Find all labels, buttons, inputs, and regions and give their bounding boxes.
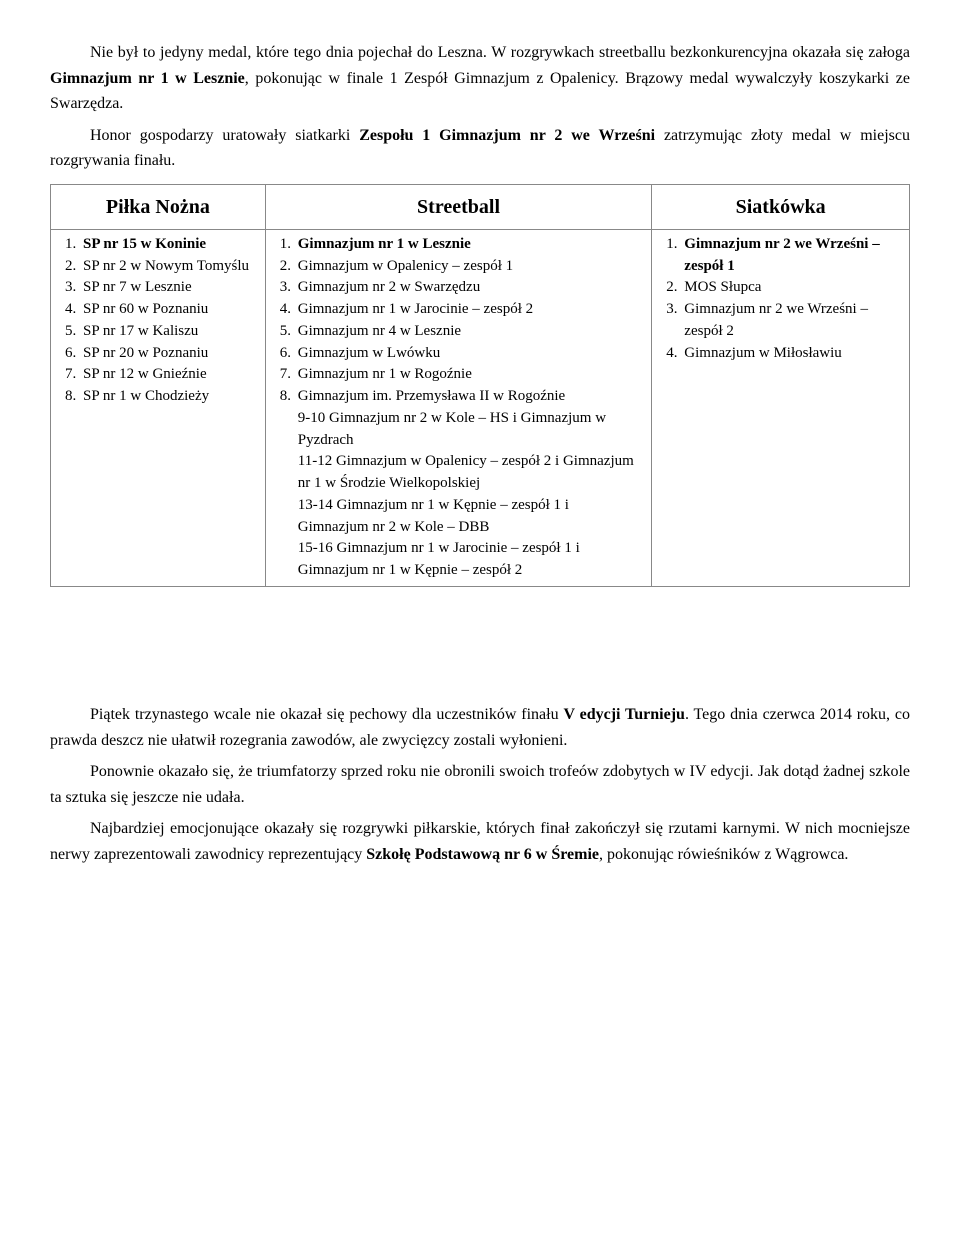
list-item-label: Gimnazjum nr 1 w Lesznie	[298, 236, 471, 252]
results-table: Piłka Nożna Streetball Siatkówka SP nr 1…	[50, 184, 910, 587]
list-item: Gimnazjum w Lwówku	[295, 343, 644, 365]
paragraph-top-2: Honor gospodarzy uratowały siatkarki Zes…	[50, 123, 910, 174]
list-item: SP nr 15 w Koninie	[80, 234, 257, 256]
text-after: , pokonując rówieśników z Wągrowca.	[599, 846, 848, 863]
list-item: SP nr 12 w Gnieźnie	[80, 364, 257, 386]
table-cell-siatkowka: Gimnazjum nr 2 we Wrześni – zespół 1 MOS…	[652, 229, 910, 586]
text-before: Ponownie okazało się, że triumfatorzy sp…	[50, 763, 910, 806]
list-item: SP nr 2 w Nowym Tomyślu	[80, 256, 257, 278]
table-header-row: Piłka Nożna Streetball Siatkówka	[51, 184, 910, 229]
text-bold: Zespołu 1 Gimnazjum nr 2 we Wrześni	[359, 127, 655, 144]
list-item: SP nr 20 w Poznaniu	[80, 343, 257, 365]
streetball-extra: 9-10 Gimnazjum nr 2 w Kole – HS i Gimnaz…	[274, 408, 644, 582]
text-before: Honor gospodarzy uratowały siatkarki	[90, 127, 359, 144]
spacer	[50, 632, 910, 702]
list-item-label: Gimnazjum nr 2 we Wrześni – zespół 1	[684, 236, 879, 274]
text-before: Nie był to jedyny medal, które tego dnia…	[90, 44, 910, 61]
text-bold: Gimnazjum nr 1 w Lesznie	[50, 70, 245, 87]
list-item: SP nr 1 w Chodzieży	[80, 386, 257, 408]
table-cell-pilka: SP nr 15 w Koninie SP nr 2 w Nowym Tomyś…	[51, 229, 266, 586]
list-item: Gimnazjum nr 2 we Wrześni – zespół 1	[681, 234, 901, 278]
list-item: Gimnazjum im. Przemysława II w Rogoźnie	[295, 386, 644, 408]
list-item: Gimnazjum nr 4 w Lesznie	[295, 321, 644, 343]
list-siatkowka: Gimnazjum nr 2 we Wrześni – zespół 1 MOS…	[660, 234, 901, 365]
paragraph-bottom-3: Najbardziej emocjonujące okazały się roz…	[50, 816, 910, 867]
list-item-label: SP nr 15 w Koninie	[83, 236, 206, 252]
paragraph-bottom-2: Ponownie okazało się, że triumfatorzy sp…	[50, 759, 910, 810]
table-header: Siatkówka	[652, 184, 910, 229]
text-before: Piątek trzynastego wcale nie okazał się …	[90, 706, 563, 723]
extra-line: 9-10 Gimnazjum nr 2 w Kole – HS i Gimnaz…	[298, 408, 644, 452]
extra-line: 11-12 Gimnazjum w Opalenicy – zespół 2 i…	[298, 451, 644, 495]
paragraph-top-1: Nie był to jedyny medal, które tego dnia…	[50, 40, 910, 117]
list-streetball: Gimnazjum nr 1 w Lesznie Gimnazjum w Opa…	[274, 234, 644, 408]
table-header: Piłka Nożna	[51, 184, 266, 229]
paragraph-bottom-1: Piątek trzynastego wcale nie okazał się …	[50, 702, 910, 753]
list-item: Gimnazjum nr 1 w Jarocinie – zespół 2	[295, 299, 644, 321]
extra-line: 13-14 Gimnazjum nr 1 w Kępnie – zespół 1…	[298, 495, 644, 539]
list-item: Gimnazjum nr 2 we Wrześni – zespół 2	[681, 299, 901, 343]
list-item: Gimnazjum nr 1 w Rogoźnie	[295, 364, 644, 386]
list-item: SP nr 17 w Kaliszu	[80, 321, 257, 343]
list-item: Gimnazjum nr 1 w Lesznie	[295, 234, 644, 256]
list-item: SP nr 7 w Lesznie	[80, 277, 257, 299]
table-row: SP nr 15 w Koninie SP nr 2 w Nowym Tomyś…	[51, 229, 910, 586]
extra-line: 15-16 Gimnazjum nr 1 w Jarocinie – zespó…	[298, 538, 644, 582]
list-pilka: SP nr 15 w Koninie SP nr 2 w Nowym Tomyś…	[59, 234, 257, 408]
table-header: Streetball	[265, 184, 652, 229]
list-item: MOS Słupca	[681, 277, 901, 299]
list-item: Gimnazjum w Miłosławiu	[681, 343, 901, 365]
table-cell-streetball: Gimnazjum nr 1 w Lesznie Gimnazjum w Opa…	[265, 229, 652, 586]
list-item: SP nr 60 w Poznaniu	[80, 299, 257, 321]
list-item: Gimnazjum w Opalenicy – zespół 1	[295, 256, 644, 278]
text-bold: V edycji Turnieju	[563, 706, 684, 723]
text-bold: Szkołę Podstawową nr 6 w Śremie	[366, 846, 599, 863]
list-item: Gimnazjum nr 2 w Swarzędzu	[295, 277, 644, 299]
